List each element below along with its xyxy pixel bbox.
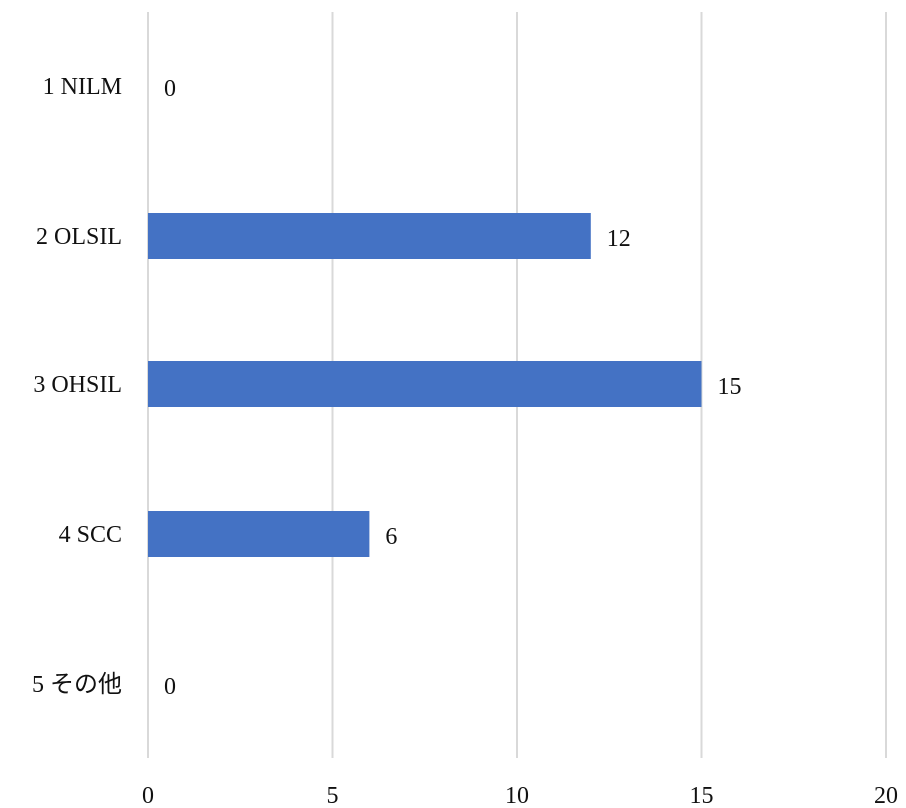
category-label-2: 2 OLSIL — [36, 224, 122, 250]
category-label-1: 1 NILM — [43, 74, 122, 100]
x-tick-label-5: 5 — [327, 783, 339, 808]
bar-3 — [148, 361, 702, 407]
data-labels: 0 12 15 6 0 — [164, 76, 742, 700]
data-label-2: 12 — [607, 226, 631, 252]
category-label-4: 4 SCC — [59, 522, 122, 548]
category-label-5: 5 その他 — [32, 671, 122, 698]
x-tick-label-0: 0 — [142, 783, 154, 808]
category-labels: 1 NILM 2 OLSIL 3 OHSIL 4 SCC 5 その他 — [32, 74, 122, 698]
bar-4 — [148, 511, 370, 557]
data-label-5: 0 — [164, 674, 176, 700]
x-tick-label-10: 10 — [505, 783, 529, 808]
x-tick-label-15: 15 — [690, 783, 714, 808]
data-label-3: 15 — [718, 374, 742, 400]
data-label-4: 6 — [385, 524, 397, 550]
x-axis-tick-labels: 0 5 10 15 20 — [142, 783, 898, 808]
data-label-1: 0 — [164, 76, 176, 102]
category-label-3: 3 OHSIL — [33, 372, 122, 398]
bar-2 — [148, 213, 591, 259]
x-tick-label-20: 20 — [874, 783, 898, 808]
bars — [148, 213, 702, 557]
